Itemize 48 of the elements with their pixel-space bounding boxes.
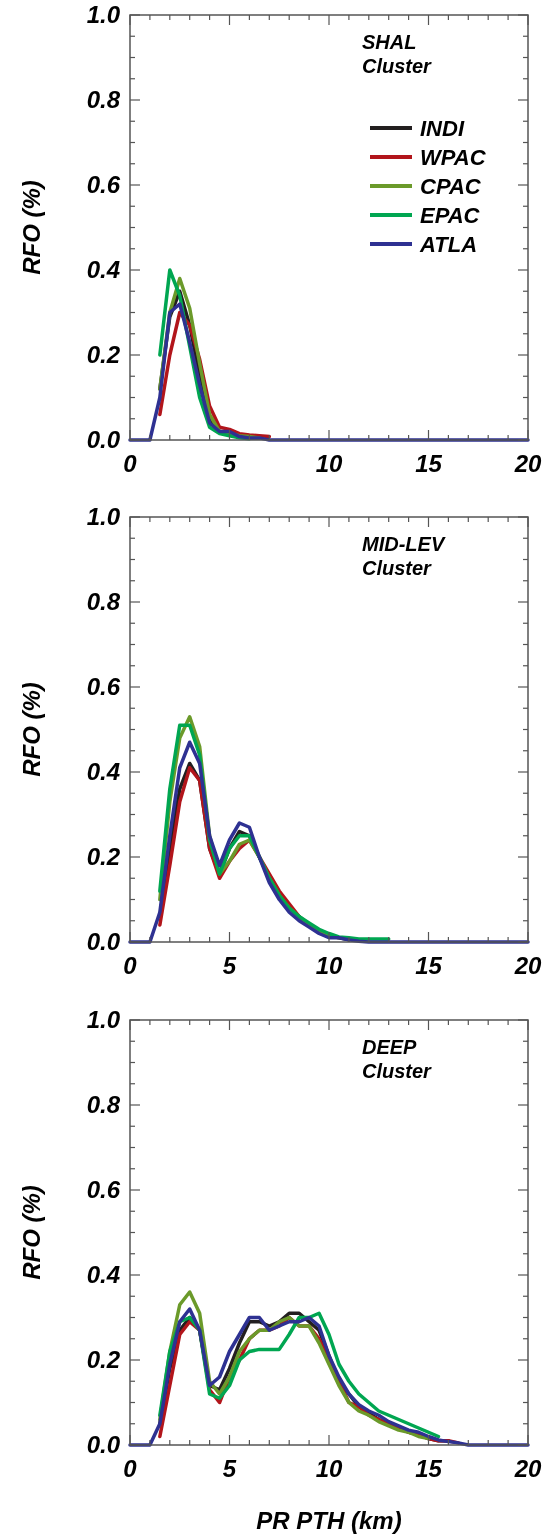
x-tick-label: 15: [415, 952, 443, 979]
line-series: [128, 302, 530, 442]
y-tick-label: 0.6: [86, 171, 121, 199]
x-tick-label: 10: [315, 952, 343, 979]
line-series: [128, 740, 530, 944]
text: DEEP Cluster: [362, 1036, 433, 1082]
y-axis-title: RFO (%): [18, 180, 45, 275]
y-tick-label: 0.8: [86, 86, 121, 114]
x-tick-label: 0: [123, 952, 138, 979]
text: MID-LEV Cluster: [362, 533, 446, 579]
y-axis-title: RFO (%): [18, 1185, 45, 1280]
y-axis-title: RFO (%): [18, 682, 45, 777]
x-axis-title: PR PTH (km): [256, 1507, 402, 1534]
legend-label: EPAC: [420, 202, 481, 228]
x-tick-label: 20: [513, 952, 542, 979]
x-tick-label: 10: [315, 450, 343, 477]
x-tick-label: 5: [222, 1455, 237, 1482]
x-tick-label: 20: [513, 450, 542, 477]
legend-label: INDI: [420, 115, 465, 141]
y-tick-label: 0.0: [86, 928, 121, 956]
y-tick-label: 0.6: [86, 1176, 121, 1204]
y-tick-label: 0.4: [86, 758, 120, 786]
legend-label: ATLA: [419, 231, 478, 257]
y-tick-label: 1.0: [86, 1, 121, 29]
x-tick-label: 15: [415, 1455, 443, 1482]
line-series: [128, 1307, 530, 1447]
y-tick-label: 0.8: [86, 588, 121, 616]
y-tick-label: 0.0: [86, 426, 121, 454]
y-tick-label: 0.4: [86, 1261, 120, 1289]
y-tick-label: 1.0: [86, 1006, 121, 1034]
y-tick-label: 0.2: [86, 843, 121, 871]
x-tick-label: 5: [222, 952, 237, 979]
x-tick-label: 15: [415, 450, 443, 477]
y-tick-label: 0.2: [86, 1346, 121, 1374]
y-tick-label: 1.0: [86, 503, 121, 531]
text: SHAL Cluster: [362, 31, 433, 77]
y-tick-label: 0.0: [86, 1431, 121, 1459]
x-tick-label: 10: [315, 1455, 343, 1482]
y-tick-label: 0.6: [86, 673, 121, 701]
y-tick-label: 0.8: [86, 1091, 121, 1119]
y-tick-label: 0.2: [86, 341, 121, 369]
y-tick-label: 0.4: [86, 256, 120, 284]
x-tick-label: 0: [123, 450, 138, 477]
x-tick-label: 20: [513, 1455, 542, 1482]
x-tick-label: 0: [123, 1455, 138, 1482]
legend-label: WPAC: [420, 144, 487, 170]
legend-label: CPAC: [420, 173, 482, 199]
x-tick-label: 5: [222, 450, 237, 477]
